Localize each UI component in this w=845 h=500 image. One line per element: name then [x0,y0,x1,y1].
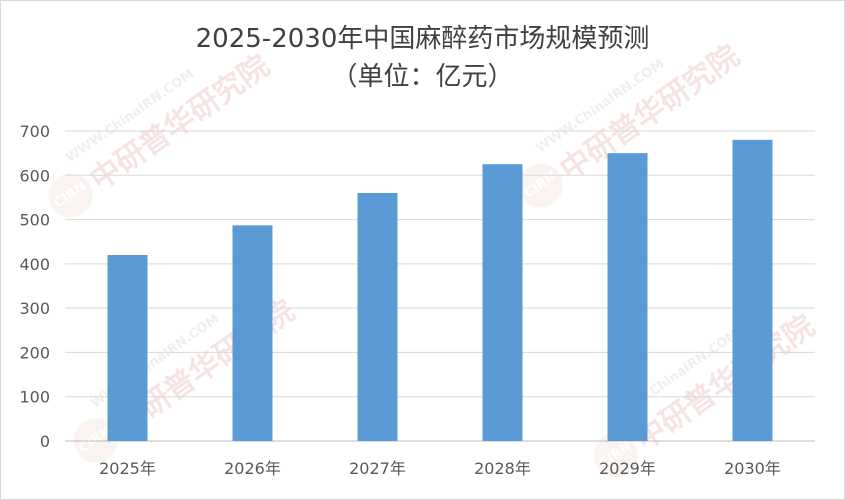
x-tick-label: 2029年 [599,459,656,478]
y-tick-label: 300 [19,299,50,318]
y-tick-label: 200 [19,343,50,362]
x-tick-label: 2030年 [724,459,781,478]
bar [732,139,773,441]
x-tick-label: 2028年 [474,459,531,478]
bar [357,193,398,441]
bar [232,225,273,441]
y-tick-label: 0 [40,432,50,451]
x-tick-label: 2025年 [99,459,156,478]
y-tick-label: 600 [19,166,50,185]
chart-title-main: 2025-2030年中国麻醉药市场规模预测 [195,24,650,54]
bar [482,164,523,441]
y-tick-label: 400 [19,255,50,274]
y-tick-label: 700 [19,122,50,141]
chart-subtitle: （单位：亿元） [331,62,514,92]
x-tick-label: 2027年 [349,459,406,478]
bar [607,153,648,441]
y-tick-label: 500 [19,211,50,230]
chart-title: 2025-2030年中国麻醉药市场规模预测 （单位：亿元） [0,20,845,96]
y-tick-label: 100 [19,388,50,407]
bar [107,255,148,441]
x-tick-label: 2026年 [224,459,281,478]
